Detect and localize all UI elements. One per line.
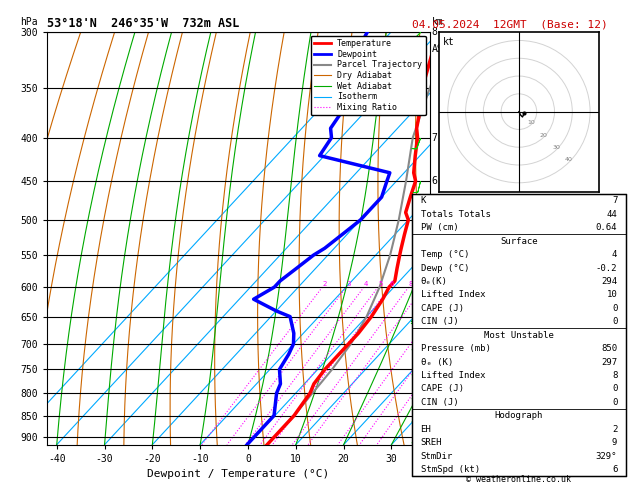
- Text: 1: 1: [431, 411, 438, 420]
- Text: Most Unstable: Most Unstable: [484, 330, 554, 340]
- Text: 7: 7: [431, 133, 438, 143]
- Text: SREH: SREH: [421, 438, 442, 447]
- Text: Temp (°C): Temp (°C): [421, 250, 469, 259]
- Text: 297: 297: [601, 358, 617, 366]
- Text: 8: 8: [612, 371, 617, 380]
- Text: 4: 4: [431, 282, 438, 292]
- Text: 3: 3: [431, 339, 438, 349]
- Text: 5: 5: [431, 250, 438, 260]
- Text: CIN (J): CIN (J): [421, 317, 458, 326]
- Text: 3: 3: [347, 281, 351, 287]
- Text: 8: 8: [409, 281, 413, 287]
- Text: 7: 7: [612, 196, 617, 205]
- Text: 9: 9: [612, 438, 617, 447]
- Text: 10: 10: [606, 290, 617, 299]
- Text: 40: 40: [565, 157, 572, 162]
- Text: 10: 10: [528, 120, 535, 125]
- Text: 44: 44: [606, 210, 617, 219]
- Text: 5: 5: [378, 281, 382, 287]
- Text: 6: 6: [431, 176, 438, 186]
- Text: 6: 6: [390, 281, 394, 287]
- Text: km: km: [431, 17, 443, 27]
- Text: 8: 8: [431, 27, 438, 36]
- Text: Pressure (mb): Pressure (mb): [421, 344, 491, 353]
- Text: K: K: [421, 196, 426, 205]
- Text: © weatheronline.co.uk: © weatheronline.co.uk: [467, 475, 571, 484]
- Text: 0.64: 0.64: [596, 223, 617, 232]
- Text: 329°: 329°: [596, 451, 617, 461]
- Text: 53°18'N  246°35'W  732m ASL: 53°18'N 246°35'W 732m ASL: [47, 17, 240, 31]
- Text: 04.05.2024  12GMT  (Base: 12): 04.05.2024 12GMT (Base: 12): [412, 19, 608, 30]
- Text: 2: 2: [323, 281, 327, 287]
- Text: 294: 294: [601, 277, 617, 286]
- Text: 4: 4: [612, 250, 617, 259]
- Text: 0: 0: [612, 317, 617, 326]
- Text: Dewp (°C): Dewp (°C): [421, 263, 469, 273]
- Text: 30: 30: [552, 145, 560, 150]
- Legend: Temperature, Dewpoint, Parcel Trajectory, Dry Adiabat, Wet Adiabat, Isotherm, Mi: Temperature, Dewpoint, Parcel Trajectory…: [311, 36, 426, 115]
- Text: 0: 0: [612, 384, 617, 394]
- Text: Mixing Ratio (g/kg): Mixing Ratio (g/kg): [450, 187, 459, 289]
- Text: θₑ(K): θₑ(K): [421, 277, 447, 286]
- Text: 0: 0: [612, 304, 617, 313]
- Text: Lifted Index: Lifted Index: [421, 290, 485, 299]
- Text: hPa: hPa: [20, 17, 38, 27]
- Text: -0.2: -0.2: [596, 263, 617, 273]
- Text: 10: 10: [421, 281, 430, 287]
- Text: StmDir: StmDir: [421, 451, 453, 461]
- Text: Surface: Surface: [500, 237, 538, 245]
- Text: 20: 20: [540, 133, 548, 138]
- Text: kt: kt: [442, 37, 454, 47]
- Text: StmSpd (kt): StmSpd (kt): [421, 465, 480, 474]
- Text: ASL: ASL: [431, 44, 449, 54]
- Text: 6: 6: [612, 465, 617, 474]
- Text: θₑ (K): θₑ (K): [421, 358, 453, 366]
- Text: PW (cm): PW (cm): [421, 223, 458, 232]
- Text: CAPE (J): CAPE (J): [421, 384, 464, 394]
- Text: Hodograph: Hodograph: [495, 411, 543, 420]
- Text: EH: EH: [421, 425, 431, 434]
- Text: Lifted Index: Lifted Index: [421, 371, 485, 380]
- X-axis label: Dewpoint / Temperature (°C): Dewpoint / Temperature (°C): [147, 469, 330, 479]
- Text: 2: 2: [431, 364, 438, 374]
- Text: 850: 850: [601, 344, 617, 353]
- Text: 4: 4: [364, 281, 369, 287]
- Text: Totals Totals: Totals Totals: [421, 210, 491, 219]
- Text: LCL: LCL: [431, 413, 447, 422]
- Text: 2: 2: [612, 425, 617, 434]
- Text: CAPE (J): CAPE (J): [421, 304, 464, 313]
- Text: 0: 0: [612, 398, 617, 407]
- Text: CIN (J): CIN (J): [421, 398, 458, 407]
